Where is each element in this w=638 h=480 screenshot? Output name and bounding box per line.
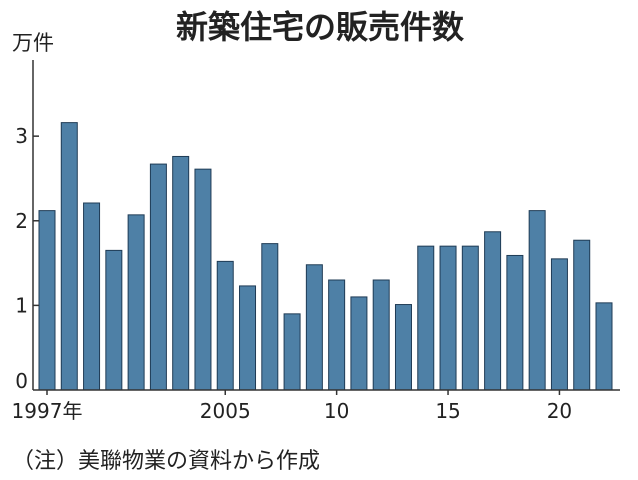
bar bbox=[216, 260, 234, 391]
bar bbox=[105, 249, 123, 391]
x-tick-label: 10 bbox=[324, 399, 349, 423]
bar bbox=[573, 239, 591, 391]
bar bbox=[83, 202, 101, 391]
bar bbox=[595, 302, 613, 391]
x-axis: 1997年 2005 10 15 20 bbox=[12, 389, 620, 423]
bar bbox=[305, 264, 323, 391]
bar bbox=[506, 254, 524, 391]
y-tick-label: 0 bbox=[15, 369, 28, 393]
y-tick-label: 2 bbox=[15, 209, 28, 233]
bar bbox=[372, 279, 390, 391]
bar bbox=[528, 210, 546, 391]
x-tick-label: 20 bbox=[547, 399, 572, 423]
x-tick-label: 1997年 bbox=[12, 399, 83, 423]
bar bbox=[417, 245, 435, 391]
bar bbox=[283, 313, 301, 391]
source-note: （注）美聯物業の資料から作成 bbox=[12, 449, 320, 474]
bar bbox=[239, 285, 257, 391]
x-tick-label: 2005 bbox=[200, 399, 251, 423]
bar bbox=[328, 279, 346, 391]
y-tick-label: 3 bbox=[15, 124, 28, 148]
bar bbox=[172, 155, 190, 391]
bar bbox=[550, 258, 568, 391]
bar bbox=[149, 163, 167, 391]
bar bbox=[394, 304, 412, 391]
chart-title: 新築住宅の販売件数 bbox=[176, 8, 465, 46]
y-axis-unit-label: 万件 bbox=[12, 31, 54, 55]
bars bbox=[38, 122, 613, 391]
bar bbox=[350, 296, 368, 391]
bar bbox=[484, 231, 502, 391]
bar bbox=[194, 168, 212, 391]
bar bbox=[60, 122, 78, 391]
bar bbox=[127, 214, 145, 391]
bar bbox=[461, 245, 479, 391]
y-tick-label: 1 bbox=[15, 293, 28, 317]
x-tick-label: 15 bbox=[435, 399, 460, 423]
y-axis: 0 1 2 3 bbox=[15, 60, 39, 393]
bar bbox=[439, 245, 457, 391]
bar bbox=[261, 243, 279, 391]
bar bbox=[38, 210, 56, 391]
